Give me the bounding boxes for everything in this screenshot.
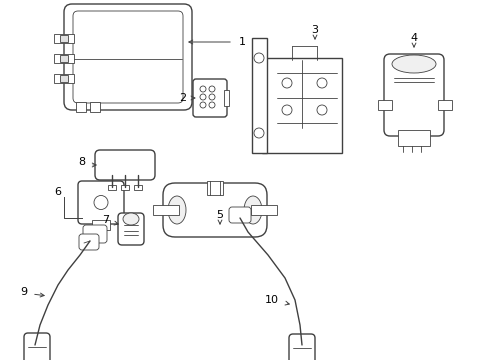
Circle shape bbox=[208, 86, 215, 92]
Bar bbox=[134, 185, 142, 190]
FancyBboxPatch shape bbox=[73, 11, 183, 103]
Text: 1: 1 bbox=[238, 37, 245, 47]
Ellipse shape bbox=[391, 55, 435, 73]
Circle shape bbox=[94, 195, 108, 210]
FancyBboxPatch shape bbox=[228, 207, 250, 223]
Ellipse shape bbox=[123, 213, 139, 225]
Text: 6: 6 bbox=[54, 187, 61, 197]
Ellipse shape bbox=[244, 196, 262, 224]
Circle shape bbox=[253, 128, 264, 138]
Bar bbox=[262, 58, 341, 153]
FancyBboxPatch shape bbox=[288, 334, 314, 360]
Text: 8: 8 bbox=[78, 157, 85, 167]
Text: 5: 5 bbox=[216, 210, 223, 220]
Bar bbox=[60, 35, 68, 42]
Bar bbox=[206, 181, 223, 195]
FancyBboxPatch shape bbox=[64, 4, 192, 110]
Bar bbox=[437, 100, 451, 110]
Bar bbox=[251, 38, 266, 153]
Bar bbox=[90, 102, 100, 112]
Bar bbox=[76, 102, 86, 112]
FancyBboxPatch shape bbox=[24, 333, 50, 360]
Bar bbox=[224, 90, 228, 106]
FancyBboxPatch shape bbox=[79, 234, 99, 250]
Circle shape bbox=[282, 105, 291, 115]
Bar bbox=[92, 220, 110, 230]
Text: 4: 4 bbox=[409, 33, 417, 43]
Circle shape bbox=[200, 102, 205, 108]
FancyBboxPatch shape bbox=[118, 213, 143, 245]
Bar bbox=[60, 75, 68, 82]
Circle shape bbox=[253, 53, 264, 63]
Circle shape bbox=[316, 78, 326, 88]
Bar bbox=[60, 55, 68, 62]
Text: 7: 7 bbox=[102, 215, 109, 225]
FancyBboxPatch shape bbox=[163, 183, 266, 237]
FancyBboxPatch shape bbox=[83, 225, 107, 243]
Text: 10: 10 bbox=[264, 295, 279, 305]
FancyBboxPatch shape bbox=[78, 181, 124, 224]
Bar bbox=[153, 205, 179, 215]
Bar bbox=[54, 34, 74, 43]
Circle shape bbox=[200, 94, 205, 100]
Text: 3: 3 bbox=[311, 25, 318, 35]
Text: 2: 2 bbox=[179, 93, 186, 103]
Bar bbox=[377, 100, 391, 110]
Ellipse shape bbox=[168, 196, 185, 224]
Bar bbox=[54, 54, 74, 63]
Bar bbox=[108, 185, 116, 190]
Bar bbox=[54, 74, 74, 83]
Circle shape bbox=[208, 94, 215, 100]
Text: 9: 9 bbox=[20, 287, 27, 297]
Bar bbox=[397, 130, 429, 146]
Circle shape bbox=[208, 102, 215, 108]
Circle shape bbox=[316, 105, 326, 115]
FancyBboxPatch shape bbox=[95, 150, 155, 180]
FancyBboxPatch shape bbox=[193, 79, 226, 117]
Bar bbox=[250, 205, 276, 215]
Circle shape bbox=[282, 78, 291, 88]
FancyBboxPatch shape bbox=[383, 54, 443, 136]
Circle shape bbox=[200, 86, 205, 92]
Bar bbox=[121, 185, 129, 190]
